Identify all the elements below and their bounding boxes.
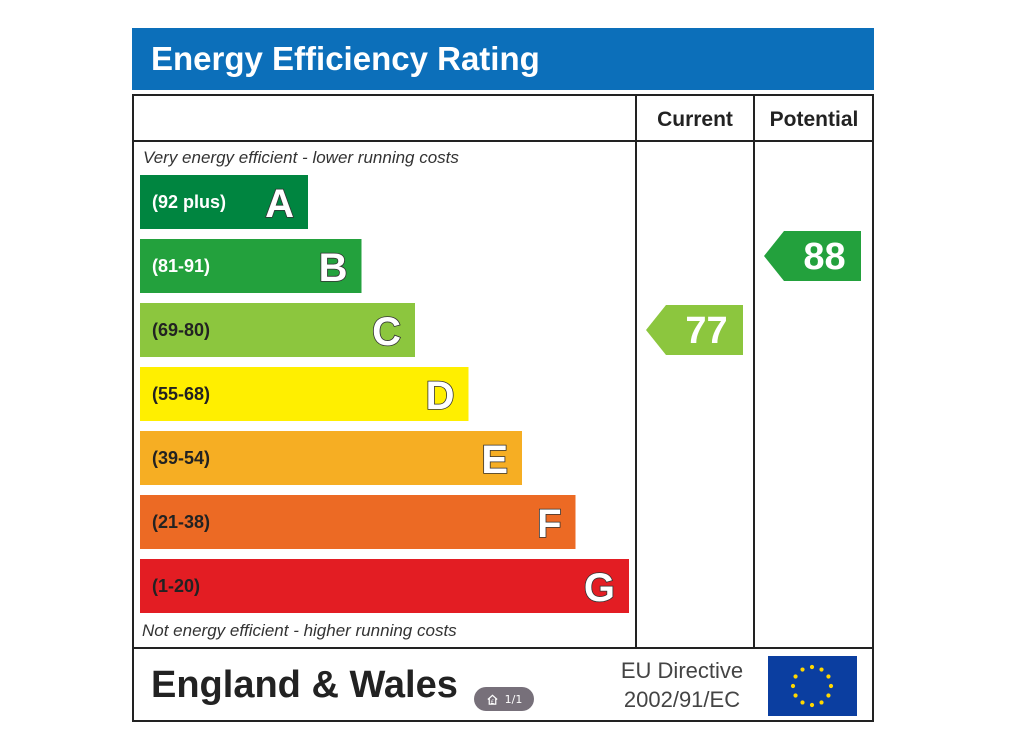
band-letter-d: D <box>426 374 455 418</box>
band-letter-f: F <box>537 502 561 546</box>
band-range-f: (21-38) <box>152 512 210 532</box>
band-range-c: (69-80) <box>152 320 210 340</box>
band-letter-a: A <box>265 182 294 226</box>
potential-rating-arrow <box>764 231 861 281</box>
band-bar-g <box>140 559 629 613</box>
band-bar-e <box>140 431 522 485</box>
eu-star <box>800 667 805 672</box>
title-banner <box>132 28 874 90</box>
band-range-d: (55-68) <box>152 384 210 404</box>
eu-star <box>809 702 815 708</box>
eu-star <box>793 674 798 679</box>
eu-star <box>826 674 831 679</box>
directive-line-2: 2002/91/EC <box>624 687 740 712</box>
band-bar-f <box>140 495 576 549</box>
eu-star <box>793 693 798 698</box>
home-icon: £ <box>487 694 498 705</box>
eu-star <box>800 700 805 705</box>
eu-star <box>828 683 834 689</box>
chart-frame <box>132 94 874 722</box>
band-bar-c <box>140 303 415 357</box>
current-rating-arrow <box>646 305 743 355</box>
eu-star <box>809 664 815 670</box>
band-letter-e: E <box>481 438 508 482</box>
bottom-note: Not energy efficient - higher running co… <box>142 621 457 640</box>
directive-line-1: EU Directive <box>621 658 743 683</box>
band-bar-a <box>140 175 308 229</box>
page-indicator-badge[interactable]: £ 1/1 <box>474 687 534 711</box>
chart-title: Energy Efficiency Rating <box>151 40 540 77</box>
svg-text:£: £ <box>490 699 494 705</box>
band-range-e: (39-54) <box>152 448 210 468</box>
top-note: Very energy efficient - lower running co… <box>143 148 459 167</box>
rating-bands: (92 plus) A (81-91) B (69-80) C (55-68) D (39-54… <box>140 175 629 613</box>
band-range-g: (1-20) <box>152 576 200 596</box>
band-range-a: (92 plus) <box>152 192 226 212</box>
eu-star <box>790 683 796 689</box>
eu-star <box>819 700 824 705</box>
eu-flag-stars <box>790 664 834 708</box>
band-bar-b <box>140 239 362 293</box>
potential-rating-score: 88 <box>803 236 845 278</box>
band-letter-g: G <box>584 566 615 610</box>
band-letter-b: B <box>319 246 348 290</box>
current-column-header: Current <box>657 108 733 131</box>
band-range-b: (81-91) <box>152 256 210 276</box>
eu-star <box>819 667 824 672</box>
potential-column-header: Potential <box>770 108 859 131</box>
region-label: England & Wales <box>151 664 458 706</box>
page-label: 1/1 <box>504 692 523 706</box>
current-rating-score: 77 <box>685 310 727 352</box>
eu-star <box>826 693 831 698</box>
band-bar-d <box>140 367 469 421</box>
rating-arrows: 77 88 <box>646 231 861 355</box>
band-letter-c: C <box>372 310 401 354</box>
